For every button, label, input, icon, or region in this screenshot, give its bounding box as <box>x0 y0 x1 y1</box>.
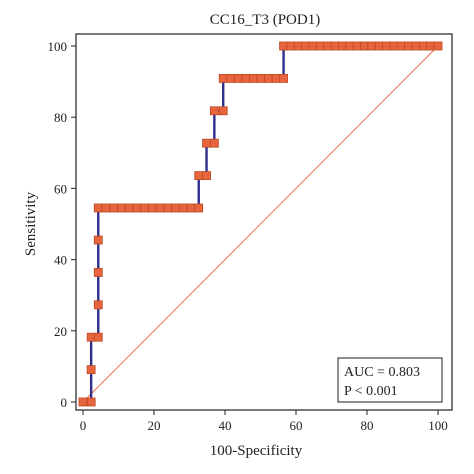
curve-point-marker <box>233 74 243 83</box>
curve-point-marker <box>194 203 204 213</box>
curve-point-marker <box>93 235 103 245</box>
curve-point-marker <box>323 41 333 51</box>
curve-point-marker <box>86 365 96 375</box>
curve-point-marker <box>132 203 142 213</box>
curve-point-marker <box>241 74 251 83</box>
y-tick-label: 40 <box>54 253 67 268</box>
curve-point-marker <box>186 203 196 213</box>
p-value-annotation: P < 0.001 <box>344 384 398 399</box>
curve-point-marker <box>308 41 318 51</box>
curve-point-marker <box>178 203 188 213</box>
curve-point-marker <box>293 41 303 51</box>
curve-point-marker <box>315 41 325 51</box>
curve-point-marker <box>279 41 288 51</box>
y-tick-label: 80 <box>54 110 67 125</box>
curve-point-marker <box>117 203 126 213</box>
curve-point-marker <box>209 106 219 116</box>
x-axis-label: 100-Specificity <box>210 443 303 459</box>
curve-point-marker <box>202 138 211 148</box>
reference-line <box>82 45 439 403</box>
curve-point-marker <box>109 203 119 213</box>
curve-point-marker <box>248 74 258 83</box>
curve-point-marker <box>404 41 413 51</box>
curve-point-marker <box>360 41 369 51</box>
curve-point-marker <box>93 268 103 277</box>
curve-point-marker <box>147 203 157 213</box>
curve-point-marker <box>78 397 88 407</box>
curve-point-marker <box>330 41 340 51</box>
curve-point-marker <box>418 41 428 51</box>
curve-point-marker <box>194 171 204 180</box>
x-tick-label: 80 <box>361 418 374 433</box>
curve-point-marker <box>271 74 281 83</box>
y-tick-label: 60 <box>54 181 67 196</box>
y-tick-label: 100 <box>48 39 68 54</box>
curve-point-marker <box>301 41 311 51</box>
curve-point-marker <box>286 41 296 51</box>
curve-point-marker <box>226 74 236 83</box>
curve-point-marker <box>345 41 355 51</box>
curve-point-marker <box>411 41 421 51</box>
curve-point-marker <box>367 41 377 51</box>
x-tick-label: 100 <box>428 418 448 433</box>
y-tick-label: 0 <box>61 395 68 410</box>
chart-title: CC16_T3 (POD1) <box>210 12 320 28</box>
curve-point-marker <box>202 171 211 180</box>
y-axis-label: Sensitivity <box>23 191 39 256</box>
curve-point-marker <box>171 203 180 213</box>
curve-point-marker <box>163 203 173 213</box>
plot-frame <box>75 33 453 411</box>
curve-point-marker <box>389 41 399 51</box>
curve-point-marker <box>426 41 436 51</box>
curve-point-marker <box>352 41 362 51</box>
curve-point-marker <box>93 332 103 342</box>
curve-point-marker <box>124 203 134 213</box>
x-tick-label: 20 <box>148 418 161 433</box>
curve-point-marker <box>256 74 266 83</box>
curve-point-marker <box>433 41 443 51</box>
curve-point-marker <box>264 74 273 83</box>
curve-point-marker <box>218 74 228 83</box>
curve-point-marker <box>396 41 406 51</box>
x-tick-label: 0 <box>80 418 87 433</box>
curve-point-marker <box>337 41 347 51</box>
curve-point-marker <box>209 138 219 148</box>
y-tick-label: 20 <box>54 324 67 339</box>
curve-point-marker <box>382 41 391 51</box>
curve-point-marker <box>218 106 228 116</box>
curve-point-marker <box>101 203 111 213</box>
curve-point-marker <box>155 203 165 213</box>
curve-point-marker <box>86 397 96 407</box>
annotation-box <box>337 357 443 403</box>
curve-point-marker <box>93 300 103 310</box>
curve-point-marker <box>93 203 103 213</box>
auc-annotation: AUC = 0.803 <box>344 365 420 380</box>
curve-point-marker <box>140 203 150 213</box>
x-tick-label: 60 <box>290 418 303 433</box>
curve-point-marker <box>374 41 384 51</box>
x-tick-label: 40 <box>219 418 232 433</box>
curve-point-marker <box>279 74 288 83</box>
